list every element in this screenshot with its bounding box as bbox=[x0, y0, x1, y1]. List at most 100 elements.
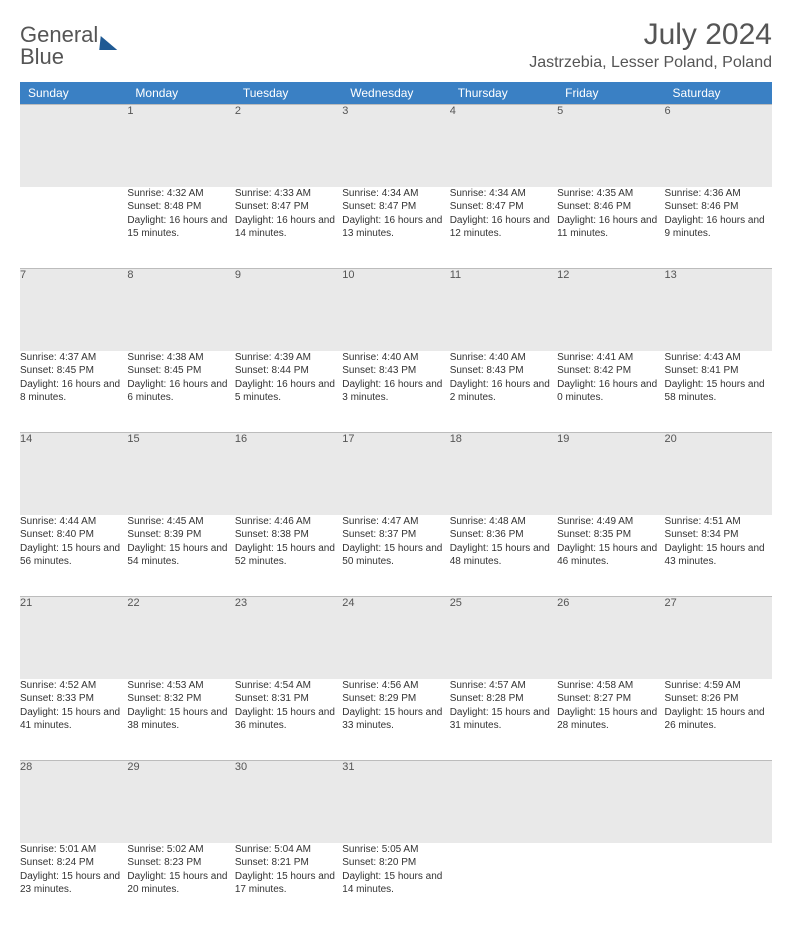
sunrise-line: Sunrise: 4:41 AM bbox=[557, 351, 664, 365]
daylight-line: Daylight: 15 hours and 54 minutes. bbox=[127, 542, 234, 569]
sunrise-line: Sunrise: 4:54 AM bbox=[235, 679, 342, 693]
sunrise-line: Sunrise: 4:40 AM bbox=[342, 351, 449, 365]
sunset-line: Sunset: 8:45 PM bbox=[127, 364, 234, 378]
page-header: General Blue July 2024 Jastrzebia, Lesse… bbox=[20, 18, 772, 72]
day-cell: Sunrise: 4:43 AMSunset: 8:41 PMDaylight:… bbox=[665, 351, 772, 433]
daylight-line: Daylight: 15 hours and 26 minutes. bbox=[665, 706, 772, 733]
sunrise-line: Sunrise: 4:36 AM bbox=[665, 187, 772, 201]
sunset-line: Sunset: 8:23 PM bbox=[127, 856, 234, 870]
daylight-line: Daylight: 15 hours and 17 minutes. bbox=[235, 870, 342, 897]
day-number: 8 bbox=[127, 269, 234, 351]
sunset-line: Sunset: 8:35 PM bbox=[557, 528, 664, 542]
day-number: 26 bbox=[557, 597, 664, 679]
sunset-line: Sunset: 8:43 PM bbox=[342, 364, 449, 378]
day-cell: Sunrise: 4:34 AMSunset: 8:47 PMDaylight:… bbox=[450, 187, 557, 269]
day-number: 9 bbox=[235, 269, 342, 351]
daylight-line: Daylight: 15 hours and 56 minutes. bbox=[20, 542, 127, 569]
sunset-line: Sunset: 8:47 PM bbox=[342, 200, 449, 214]
daylight-line: Daylight: 15 hours and 33 minutes. bbox=[342, 706, 449, 733]
empty-cell bbox=[20, 105, 127, 187]
day-cell: Sunrise: 4:33 AMSunset: 8:47 PMDaylight:… bbox=[235, 187, 342, 269]
sunset-line: Sunset: 8:33 PM bbox=[20, 692, 127, 706]
sunset-line: Sunset: 8:46 PM bbox=[665, 200, 772, 214]
day-cell: Sunrise: 5:02 AMSunset: 8:23 PMDaylight:… bbox=[127, 843, 234, 925]
daylight-line: Daylight: 16 hours and 3 minutes. bbox=[342, 378, 449, 405]
day-number: 16 bbox=[235, 433, 342, 515]
sunrise-line: Sunrise: 5:01 AM bbox=[20, 843, 127, 857]
day-cell: Sunrise: 4:45 AMSunset: 8:39 PMDaylight:… bbox=[127, 515, 234, 597]
day-number: 5 bbox=[557, 105, 664, 187]
day-data-row: Sunrise: 4:52 AMSunset: 8:33 PMDaylight:… bbox=[20, 679, 772, 761]
day-number: 4 bbox=[450, 105, 557, 187]
day-cell: Sunrise: 5:04 AMSunset: 8:21 PMDaylight:… bbox=[235, 843, 342, 925]
daylight-line: Daylight: 16 hours and 14 minutes. bbox=[235, 214, 342, 241]
sunrise-line: Sunrise: 4:38 AM bbox=[127, 351, 234, 365]
day-cell: Sunrise: 4:39 AMSunset: 8:44 PMDaylight:… bbox=[235, 351, 342, 433]
day-number: 6 bbox=[665, 105, 772, 187]
day-number: 10 bbox=[342, 269, 449, 351]
daylight-line: Daylight: 16 hours and 11 minutes. bbox=[557, 214, 664, 241]
sunset-line: Sunset: 8:29 PM bbox=[342, 692, 449, 706]
daylight-line: Daylight: 15 hours and 38 minutes. bbox=[127, 706, 234, 733]
daylight-line: Daylight: 15 hours and 14 minutes. bbox=[342, 870, 449, 897]
day-cell: Sunrise: 4:56 AMSunset: 8:29 PMDaylight:… bbox=[342, 679, 449, 761]
daylight-line: Daylight: 15 hours and 43 minutes. bbox=[665, 542, 772, 569]
day-number-row: 21222324252627 bbox=[20, 597, 772, 679]
sunset-line: Sunset: 8:47 PM bbox=[235, 200, 342, 214]
day-number: 14 bbox=[20, 433, 127, 515]
day-data-row: Sunrise: 4:32 AMSunset: 8:48 PMDaylight:… bbox=[20, 187, 772, 269]
sunrise-line: Sunrise: 4:52 AM bbox=[20, 679, 127, 693]
day-number: 18 bbox=[450, 433, 557, 515]
daylight-line: Daylight: 16 hours and 12 minutes. bbox=[450, 214, 557, 241]
day-cell: Sunrise: 4:47 AMSunset: 8:37 PMDaylight:… bbox=[342, 515, 449, 597]
sunset-line: Sunset: 8:46 PM bbox=[557, 200, 664, 214]
day-cell: Sunrise: 5:01 AMSunset: 8:24 PMDaylight:… bbox=[20, 843, 127, 925]
day-cell: Sunrise: 4:38 AMSunset: 8:45 PMDaylight:… bbox=[127, 351, 234, 433]
day-cell: Sunrise: 4:40 AMSunset: 8:43 PMDaylight:… bbox=[342, 351, 449, 433]
sunset-line: Sunset: 8:38 PM bbox=[235, 528, 342, 542]
day-number: 15 bbox=[127, 433, 234, 515]
empty-cell bbox=[450, 843, 557, 925]
day-number: 30 bbox=[235, 761, 342, 843]
weekday-header-row: SundayMondayTuesdayWednesdayThursdayFrid… bbox=[20, 82, 772, 105]
sunset-line: Sunset: 8:32 PM bbox=[127, 692, 234, 706]
day-cell: Sunrise: 4:53 AMSunset: 8:32 PMDaylight:… bbox=[127, 679, 234, 761]
daylight-line: Daylight: 16 hours and 8 minutes. bbox=[20, 378, 127, 405]
triangle-icon bbox=[100, 36, 119, 50]
day-number: 11 bbox=[450, 269, 557, 351]
weekday-header: Tuesday bbox=[235, 82, 342, 105]
sunrise-line: Sunrise: 5:02 AM bbox=[127, 843, 234, 857]
daylight-line: Daylight: 15 hours and 58 minutes. bbox=[665, 378, 772, 405]
daylight-line: Daylight: 15 hours and 20 minutes. bbox=[127, 870, 234, 897]
day-cell: Sunrise: 4:52 AMSunset: 8:33 PMDaylight:… bbox=[20, 679, 127, 761]
sunset-line: Sunset: 8:36 PM bbox=[450, 528, 557, 542]
daylight-line: Daylight: 16 hours and 13 minutes. bbox=[342, 214, 449, 241]
empty-cell bbox=[450, 761, 557, 843]
day-cell: Sunrise: 5:05 AMSunset: 8:20 PMDaylight:… bbox=[342, 843, 449, 925]
day-cell: Sunrise: 4:48 AMSunset: 8:36 PMDaylight:… bbox=[450, 515, 557, 597]
daylight-line: Daylight: 15 hours and 36 minutes. bbox=[235, 706, 342, 733]
daylight-line: Daylight: 15 hours and 31 minutes. bbox=[450, 706, 557, 733]
brand-name-1: General bbox=[20, 24, 98, 46]
day-number-row: 14151617181920 bbox=[20, 433, 772, 515]
sunset-line: Sunset: 8:41 PM bbox=[665, 364, 772, 378]
sunrise-line: Sunrise: 4:37 AM bbox=[20, 351, 127, 365]
sunset-line: Sunset: 8:43 PM bbox=[450, 364, 557, 378]
day-cell: Sunrise: 4:46 AMSunset: 8:38 PMDaylight:… bbox=[235, 515, 342, 597]
daylight-line: Daylight: 15 hours and 48 minutes. bbox=[450, 542, 557, 569]
day-data-row: Sunrise: 5:01 AMSunset: 8:24 PMDaylight:… bbox=[20, 843, 772, 925]
day-number: 25 bbox=[450, 597, 557, 679]
daylight-line: Daylight: 15 hours and 46 minutes. bbox=[557, 542, 664, 569]
day-data-row: Sunrise: 4:44 AMSunset: 8:40 PMDaylight:… bbox=[20, 515, 772, 597]
day-cell: Sunrise: 4:36 AMSunset: 8:46 PMDaylight:… bbox=[665, 187, 772, 269]
sunset-line: Sunset: 8:45 PM bbox=[20, 364, 127, 378]
sunset-line: Sunset: 8:40 PM bbox=[20, 528, 127, 542]
sunrise-line: Sunrise: 4:57 AM bbox=[450, 679, 557, 693]
sunrise-line: Sunrise: 4:34 AM bbox=[342, 187, 449, 201]
sunset-line: Sunset: 8:42 PM bbox=[557, 364, 664, 378]
sunrise-line: Sunrise: 4:35 AM bbox=[557, 187, 664, 201]
day-number: 2 bbox=[235, 105, 342, 187]
title-block: July 2024 Jastrzebia, Lesser Poland, Pol… bbox=[529, 18, 772, 72]
weekday-header: Friday bbox=[557, 82, 664, 105]
day-cell: Sunrise: 4:41 AMSunset: 8:42 PMDaylight:… bbox=[557, 351, 664, 433]
